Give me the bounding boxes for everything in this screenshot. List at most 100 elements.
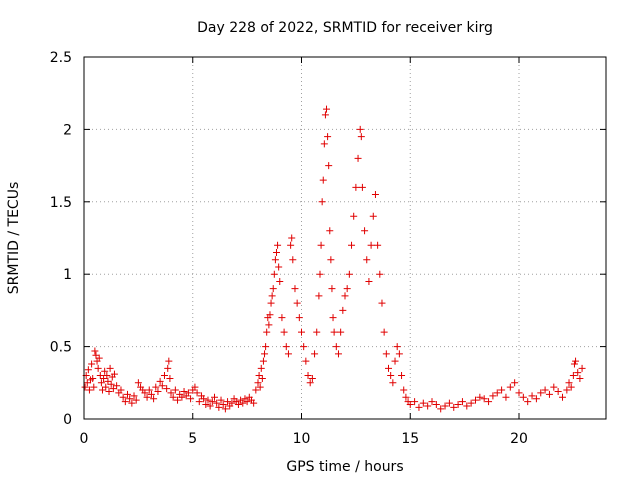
data-point — [252, 386, 260, 394]
data-point — [267, 299, 275, 307]
data-point — [324, 133, 332, 141]
x-tick-label: 20 — [510, 431, 528, 447]
data-point — [320, 140, 328, 148]
data-point — [261, 350, 269, 358]
data-point — [255, 372, 263, 380]
data-point — [382, 350, 390, 358]
data-point — [337, 328, 345, 336]
data-point — [415, 403, 423, 411]
data-point — [202, 401, 210, 409]
data-point — [567, 383, 575, 391]
data-point — [288, 234, 296, 242]
data-point — [345, 270, 353, 278]
data-point — [300, 343, 308, 351]
data-point — [463, 402, 471, 410]
data-point — [213, 399, 221, 407]
data-point — [166, 374, 174, 382]
data-point — [506, 383, 514, 391]
data-point — [169, 393, 177, 401]
data-point — [387, 372, 395, 380]
data-point — [269, 285, 277, 293]
x-tick-label: 15 — [401, 431, 419, 447]
data-point — [228, 399, 236, 407]
data-point — [193, 389, 201, 397]
data-point — [254, 379, 262, 387]
data-point — [541, 386, 549, 394]
data-point — [570, 360, 578, 368]
y-tick-label: 1.5 — [50, 195, 72, 211]
data-point — [391, 357, 399, 365]
data-point — [92, 351, 100, 359]
y-tick-label: 2 — [63, 122, 72, 138]
data-point — [110, 370, 118, 378]
data-point — [378, 299, 386, 307]
data-point — [354, 154, 362, 162]
data-point — [537, 389, 545, 397]
data-point — [289, 256, 297, 264]
data-point — [282, 343, 290, 351]
data-point — [154, 387, 162, 395]
data-point — [467, 399, 475, 407]
data-point — [145, 386, 153, 394]
data-point — [319, 176, 327, 184]
data-point — [376, 270, 384, 278]
data-point — [271, 256, 279, 264]
data-point — [298, 328, 305, 336]
data-point — [493, 389, 501, 397]
plot-frame — [83, 56, 607, 420]
data-point — [545, 390, 553, 398]
data-point — [91, 347, 99, 355]
data-point — [524, 398, 532, 406]
data-point — [398, 372, 406, 380]
data-point — [88, 360, 96, 368]
data-points — [81, 105, 586, 413]
data-point — [89, 374, 97, 382]
data-point — [569, 372, 577, 380]
data-point — [393, 343, 401, 351]
data-point — [132, 396, 140, 404]
data-point — [445, 399, 453, 407]
data-point — [502, 393, 510, 401]
data-point — [221, 405, 229, 413]
data-point — [98, 386, 106, 394]
data-point — [117, 386, 125, 394]
data-point — [204, 396, 212, 404]
data-point — [178, 393, 186, 401]
data-point — [343, 285, 351, 293]
data-point — [100, 374, 108, 382]
data-point — [458, 398, 466, 406]
data-point — [316, 270, 324, 278]
data-point — [315, 292, 323, 300]
data-point — [278, 314, 286, 322]
data-point — [302, 357, 310, 365]
data-point — [480, 395, 488, 403]
data-point — [85, 386, 93, 394]
data-point — [308, 374, 316, 382]
data-point — [104, 377, 112, 385]
grid-lines — [84, 57, 606, 419]
data-point — [550, 383, 558, 391]
data-point — [152, 383, 160, 391]
data-point — [174, 396, 182, 404]
data-point — [158, 382, 166, 390]
data-point — [163, 385, 171, 393]
data-point — [400, 386, 408, 394]
data-point — [489, 392, 497, 400]
data-point — [367, 241, 375, 249]
data-point — [103, 372, 111, 380]
data-point — [326, 227, 334, 235]
data-point — [295, 314, 303, 322]
data-point — [328, 285, 336, 293]
data-point — [374, 241, 382, 249]
data-point — [313, 328, 321, 336]
data-point — [165, 357, 173, 365]
data-point — [528, 392, 536, 400]
data-point — [130, 392, 138, 400]
data-point — [395, 350, 403, 358]
y-tick-label: 0.5 — [50, 340, 72, 356]
data-point — [270, 270, 278, 278]
data-point — [565, 379, 573, 387]
data-point — [369, 212, 377, 220]
data-point — [128, 399, 136, 407]
data-point — [94, 364, 102, 372]
